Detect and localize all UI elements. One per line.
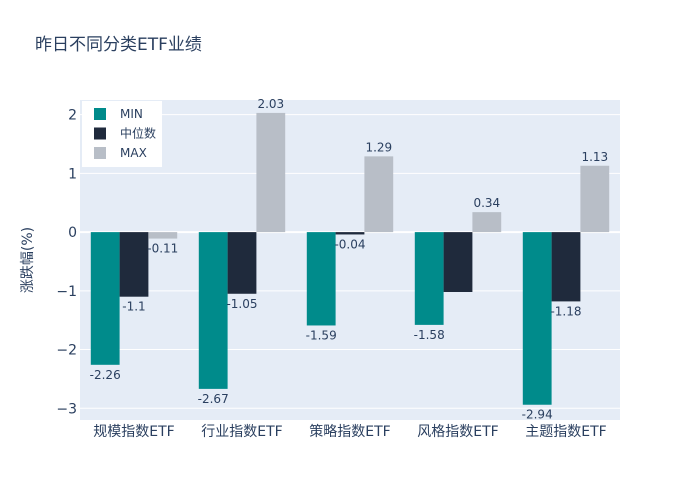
x-axis-labels: 规模指数ETF 行业指数ETF 策略指数ETF 风格指数ETF 主题指数ETF <box>93 423 606 440</box>
data-label: -2.94 <box>522 408 553 422</box>
bar-中位数-1[interactable] <box>227 232 257 294</box>
bar-MAX-2[interactable] <box>364 156 394 233</box>
legend[interactable]: MIN 中位数 MAX <box>82 101 162 167</box>
x-category-label: 主题指数ETF <box>525 424 606 440</box>
bar-中位数-2[interactable] <box>335 232 365 235</box>
data-label: -1.59 <box>306 328 337 342</box>
x-category-label: 行业指数ETF <box>201 424 282 440</box>
bar-MAX-1[interactable] <box>256 112 286 233</box>
data-label: 0.34 <box>473 196 500 210</box>
data-label: -1.18 <box>550 304 581 318</box>
data-label: -0.11 <box>147 242 178 256</box>
x-category-label: 策略指数ETF <box>309 423 390 440</box>
bar-MIN-0[interactable] <box>90 232 120 365</box>
bar-MAX-4[interactable] <box>580 165 610 233</box>
bar-MIN-3[interactable] <box>414 232 444 325</box>
bar-MIN-4[interactable] <box>522 232 552 405</box>
legend-item-label[interactable]: 中位数 <box>120 126 156 141</box>
bar-MIN-2[interactable] <box>306 232 336 326</box>
y-tick-label: −3 <box>56 401 77 417</box>
bar-中位数-0[interactable] <box>119 232 149 297</box>
bar-MIN-1[interactable] <box>198 232 228 389</box>
chart-title: 昨日不同分类ETF业绩 <box>35 35 202 55</box>
bars <box>90 112 610 405</box>
bar-MAX-0[interactable] <box>148 232 178 239</box>
data-label: -1.05 <box>226 297 257 311</box>
y-tick-label: 1 <box>68 166 77 182</box>
y-tick-label: −1 <box>56 284 77 300</box>
y-axis-title: 涨跌幅(%) <box>20 227 36 293</box>
bar-中位数-4[interactable] <box>551 232 581 302</box>
data-label: -1.58 <box>414 328 445 342</box>
y-tick-label: −2 <box>56 343 77 359</box>
x-category-label: 规模指数ETF <box>93 424 174 440</box>
bar-中位数-3[interactable] <box>443 232 473 292</box>
data-label: 2.03 <box>257 97 284 111</box>
data-label: -0.04 <box>334 237 365 251</box>
y-tick-label: 0 <box>68 225 77 241</box>
legend-swatch[interactable] <box>94 147 106 159</box>
legend-swatch[interactable] <box>94 108 106 120</box>
y-axis-ticks: −3 −2 −1 0 1 2 <box>56 108 77 418</box>
x-category-label: 风格指数ETF <box>417 424 498 440</box>
legend-item-label[interactable]: MAX <box>120 146 147 160</box>
data-label: -2.67 <box>198 392 229 406</box>
data-label: -1.1 <box>122 300 145 314</box>
y-tick-label: 2 <box>68 108 77 124</box>
data-labels: -2.26 -1.1 -0.11 -2.67 -1.05 2.03 -1.59 -0.04 1.… <box>90 97 608 422</box>
legend-swatch[interactable] <box>94 127 106 140</box>
bar-MAX-3[interactable] <box>472 212 502 233</box>
data-label: 1.29 <box>365 140 392 154</box>
data-label: -2.26 <box>90 368 121 382</box>
data-label: 1.13 <box>581 150 608 164</box>
legend-item-label[interactable]: MIN <box>120 107 143 121</box>
